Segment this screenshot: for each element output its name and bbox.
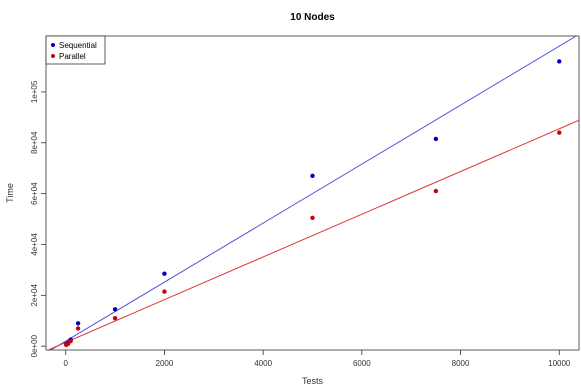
point-parallel	[433, 188, 439, 194]
data-points	[64, 59, 562, 348]
x-axis: 0 2000 4000 6000 8000 10000	[64, 350, 571, 368]
point-parallel	[557, 130, 562, 135]
chart-title: 10 Nodes	[290, 12, 335, 23]
x-tick-label: 2000	[156, 359, 174, 368]
point-parallel	[75, 326, 81, 331]
point-sequential	[433, 136, 439, 142]
y-axis: 0e+00 2e+04 4e+04 6e+04 8e+04 1e+05	[30, 80, 46, 357]
fit-line-sequential	[49, 36, 578, 350]
x-axis-title: Tests	[302, 376, 324, 386]
point-parallel	[310, 215, 315, 220]
y-tick-label: 6e+04	[30, 182, 39, 205]
y-tick-label: 8e+04	[30, 131, 39, 154]
legend-marker-sequential	[51, 43, 55, 47]
legend: Sequential Parallel	[45, 35, 106, 65]
y-tick-label: 4e+04	[30, 233, 39, 256]
fit-line-parallel	[46, 119, 579, 350]
plot-frame	[45, 35, 580, 351]
point-sequential	[162, 271, 167, 276]
point-sequential	[112, 307, 118, 312]
y-tick-label: 1e+05	[30, 80, 39, 103]
x-tick-label: 8000	[452, 359, 470, 368]
y-tick-label: 0e+00	[30, 334, 39, 357]
point-sequential	[557, 59, 562, 64]
legend-label-parallel: Parallel	[59, 52, 86, 61]
regression-lines	[46, 36, 579, 350]
point-parallel	[68, 338, 73, 344]
y-tick-label: 2e+04	[30, 284, 39, 307]
x-tick-label: 4000	[254, 359, 272, 368]
x-tick-label: 0	[64, 359, 69, 368]
point-sequential	[310, 173, 315, 179]
y-axis-title: Time	[5, 183, 15, 203]
legend-marker-parallel	[51, 54, 55, 58]
point-parallel	[112, 316, 118, 321]
legend-label-sequential: Sequential	[59, 41, 97, 50]
point-sequential	[75, 321, 81, 326]
x-tick-label: 10000	[548, 359, 571, 368]
legend-box	[45, 35, 106, 65]
point-parallel	[162, 289, 167, 294]
x-tick-label: 6000	[353, 359, 371, 368]
